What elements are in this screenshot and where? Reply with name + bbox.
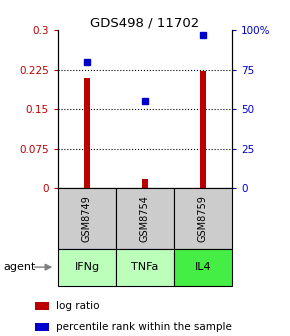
Bar [200,71,206,188]
Bar [174,188,232,249]
Bar [174,249,232,286]
Text: IL4: IL4 [195,262,211,272]
Text: GSM8754: GSM8754 [140,195,150,242]
Bar [84,78,90,188]
Bar [35,323,49,331]
Bar [142,179,148,188]
Bar [116,249,174,286]
Bar [116,188,174,249]
Text: GSM8759: GSM8759 [198,195,208,242]
Text: TNFa: TNFa [131,262,159,272]
Bar [58,249,116,286]
Text: agent: agent [3,262,35,272]
Text: log ratio: log ratio [56,301,99,311]
Bar [58,188,116,249]
Text: percentile rank within the sample: percentile rank within the sample [56,322,231,332]
Text: IFNg: IFNg [75,262,99,272]
Bar [35,302,49,310]
Text: GSM8749: GSM8749 [82,195,92,242]
Title: GDS498 / 11702: GDS498 / 11702 [90,16,200,29]
